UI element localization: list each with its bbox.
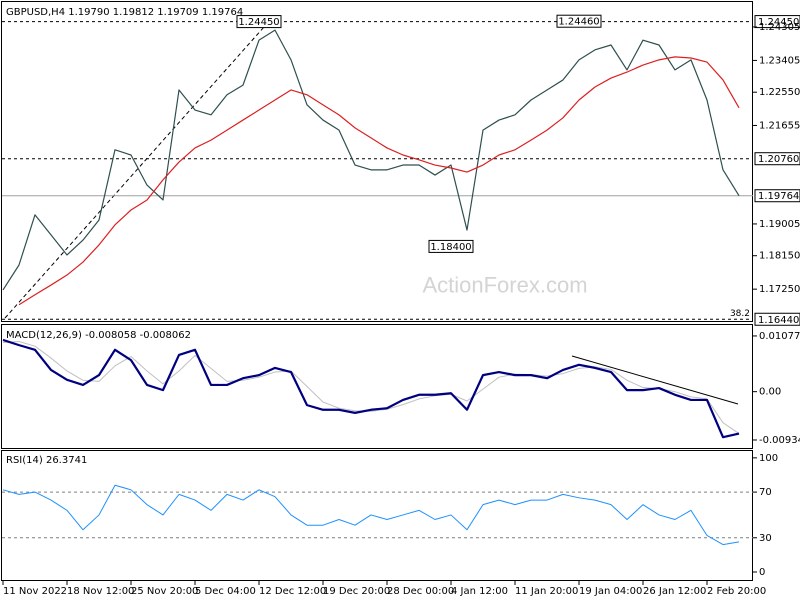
y-tick-label: 0.00 bbox=[759, 387, 781, 398]
rsi-frame bbox=[1, 450, 753, 581]
panel-title: MACD(12,26,9) -0.008058 -0.008062 bbox=[6, 330, 191, 341]
fib-label: 38.2 bbox=[730, 309, 750, 319]
current-price-label-box bbox=[754, 189, 800, 203]
macd-frame bbox=[1, 324, 753, 449]
y-tick-label: 1.17250 bbox=[759, 284, 800, 295]
price-frame bbox=[1, 1, 753, 322]
annotation-box bbox=[428, 239, 474, 253]
annotation-box bbox=[236, 15, 282, 29]
x-tick-label: 11 Jan 20:00 bbox=[515, 586, 578, 597]
y-tick-label: 1.19005 bbox=[759, 219, 800, 230]
x-tick-label: 26 Jan 12:00 bbox=[643, 586, 706, 597]
y-tick-label: 0 bbox=[759, 567, 765, 578]
annotation: 1.18400 bbox=[430, 242, 471, 253]
y-tick-label: 0.010775 bbox=[759, 331, 800, 342]
level-label-box bbox=[754, 312, 800, 326]
series-line bbox=[2, 341, 740, 434]
x-tick-label: 28 Dec 00:00 bbox=[387, 586, 454, 597]
level-label-box bbox=[754, 152, 800, 166]
x-tick-label: 19 Dec 20:00 bbox=[323, 586, 390, 597]
trend-line bbox=[4, 17, 273, 319]
panel-title: RSI(14) 26.3741 bbox=[6, 455, 87, 466]
series-line bbox=[2, 29, 740, 291]
y-tick-label: -0.009343 bbox=[759, 435, 800, 446]
x-tick-label: 2 Feb 20:00 bbox=[707, 586, 766, 597]
level-label: 1.20760 bbox=[758, 154, 799, 165]
series-line bbox=[18, 56, 740, 306]
panel-title: GBPUSD,H4 1.19790 1.19812 1.19709 1.1976… bbox=[6, 7, 243, 18]
level-label: 1.24450 bbox=[758, 17, 799, 28]
current-price-label: 1.19764 bbox=[758, 191, 799, 202]
annotation-box bbox=[556, 14, 602, 28]
annotation: 1.24460 bbox=[558, 17, 599, 28]
annotation: 1.24450 bbox=[238, 17, 279, 28]
y-tick-label: 1.23405 bbox=[759, 55, 800, 66]
x-tick-label: 18 Nov 12:00 bbox=[67, 586, 134, 597]
x-tick-label: 11 Nov 2022 bbox=[3, 586, 67, 597]
series-line bbox=[2, 338, 740, 439]
macd-trend-line bbox=[571, 355, 739, 405]
y-tick-label: 1.22550 bbox=[759, 87, 800, 98]
x-tick-label: 4 Jan 12:00 bbox=[451, 586, 508, 597]
y-tick-label: 1.21655 bbox=[759, 120, 800, 131]
y-tick-label: 70 bbox=[759, 487, 772, 498]
x-tick-label: 25 Nov 20:00 bbox=[131, 586, 198, 597]
x-tick-label: 12 Dec 12:00 bbox=[259, 586, 326, 597]
y-tick-label: 1.18150 bbox=[759, 251, 800, 262]
watermark: ActionForex.com bbox=[422, 272, 587, 297]
y-tick-label: 100 bbox=[759, 453, 778, 464]
level-label-box bbox=[754, 15, 800, 29]
y-tick-label: 1.24305 bbox=[759, 22, 800, 33]
series-line bbox=[2, 484, 740, 546]
level-label: 1.16440 bbox=[758, 315, 799, 326]
x-tick-label: 5 Dec 04:00 bbox=[195, 586, 256, 597]
x-tick-label: 19 Jan 04:00 bbox=[579, 586, 642, 597]
y-tick-label: 30 bbox=[759, 533, 772, 544]
